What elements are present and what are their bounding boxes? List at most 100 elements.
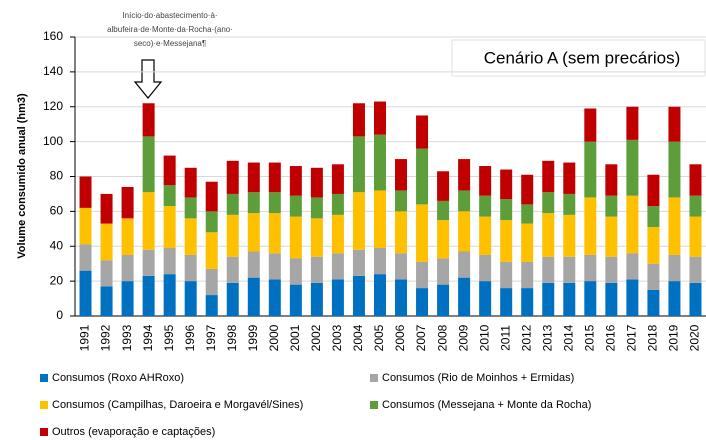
x-tick-label: 2011 bbox=[498, 325, 512, 351]
bar-segment bbox=[205, 268, 218, 296]
bar-segment bbox=[479, 166, 492, 196]
bar-segment bbox=[100, 223, 113, 261]
bar-segment bbox=[479, 254, 492, 282]
bar-segment bbox=[268, 279, 281, 316]
bar-segment bbox=[689, 195, 702, 217]
bar-segment bbox=[458, 251, 471, 278]
bar-segment bbox=[184, 197, 197, 219]
bar-segment bbox=[395, 159, 408, 191]
bar-segment bbox=[373, 190, 386, 248]
x-tick-label: 1996 bbox=[183, 324, 197, 351]
y-tick-label: 80 bbox=[50, 169, 64, 183]
y-tick-label: 0 bbox=[56, 308, 63, 322]
bar-segment bbox=[310, 282, 323, 316]
bar-segment bbox=[121, 254, 134, 282]
bar-segment bbox=[226, 256, 239, 283]
bar-segment bbox=[331, 193, 344, 215]
legend-label: Consumos (Messejana + Monte da Rocha) bbox=[382, 399, 591, 411]
bar-segment bbox=[226, 160, 239, 194]
bar-segment bbox=[310, 218, 323, 257]
bar-segment bbox=[563, 256, 576, 283]
bar-segment bbox=[310, 197, 323, 219]
bar-segment bbox=[689, 256, 702, 283]
bar-segment bbox=[500, 199, 513, 221]
bar-segment bbox=[689, 216, 702, 257]
y-tick-label: 100 bbox=[43, 134, 63, 148]
bar-segment bbox=[268, 253, 281, 280]
bar-segment bbox=[626, 106, 639, 140]
bar-segment bbox=[268, 162, 281, 193]
bar-segment bbox=[521, 261, 534, 289]
bar-segment bbox=[626, 279, 639, 316]
bar-segment bbox=[668, 106, 681, 142]
bar-segment bbox=[500, 169, 513, 200]
legend-swatch bbox=[40, 374, 48, 382]
bar-segment bbox=[247, 213, 260, 252]
bar-segment bbox=[416, 115, 429, 149]
bar-segment bbox=[584, 281, 597, 316]
x-tick-label: 2010 bbox=[477, 324, 491, 351]
bar-segment bbox=[584, 141, 597, 198]
bar-segment bbox=[500, 220, 513, 262]
x-tick-label: 2008 bbox=[435, 324, 449, 351]
bar-segment bbox=[289, 166, 302, 196]
bar-segment bbox=[352, 249, 365, 276]
annotation: seco)·e·Messejana¶ bbox=[134, 39, 206, 48]
x-tick-label: 2013 bbox=[540, 324, 554, 351]
x-tick-label: 2019 bbox=[667, 324, 681, 351]
x-tick-label: 2006 bbox=[393, 324, 407, 351]
annotation: albufeira·de·Monte·da·Rocha·(ano· bbox=[107, 25, 233, 34]
y-tick-label: 160 bbox=[43, 29, 63, 43]
bar-segment bbox=[373, 134, 386, 191]
bar-segment bbox=[395, 190, 408, 212]
bar-segment bbox=[142, 249, 155, 276]
bar-segment bbox=[521, 223, 534, 262]
legend-swatch bbox=[40, 401, 48, 409]
bar-segment bbox=[626, 253, 639, 280]
bar-segment bbox=[584, 108, 597, 142]
bar-segment bbox=[79, 176, 92, 208]
x-tick-label: 2009 bbox=[456, 324, 470, 351]
bar-segment bbox=[331, 214, 344, 254]
bar-segment bbox=[289, 284, 302, 316]
x-tick-label: 2002 bbox=[309, 324, 323, 351]
bar-segment bbox=[352, 192, 365, 250]
legend-label: Consumos (Campilhas, Daroeira e Morgavél… bbox=[52, 399, 303, 411]
bar-segment bbox=[521, 288, 534, 316]
bar-segment bbox=[373, 247, 386, 275]
bar-segment bbox=[142, 275, 155, 316]
x-tick-label: 1999 bbox=[246, 324, 260, 351]
bar-segment bbox=[605, 256, 618, 283]
bar-segment bbox=[163, 206, 176, 248]
bar-segment bbox=[479, 195, 492, 217]
bar-segment bbox=[458, 277, 471, 316]
bar-segment bbox=[689, 164, 702, 196]
bar-segment bbox=[605, 195, 618, 217]
bar-segment bbox=[647, 174, 660, 207]
legend-label: Outros (evaporação e captações) bbox=[52, 426, 215, 438]
bar-segment bbox=[647, 227, 660, 264]
bar-segment bbox=[584, 197, 597, 255]
bar-segment bbox=[668, 141, 681, 198]
bar-segment bbox=[542, 192, 555, 214]
x-tick-label: 1993 bbox=[120, 324, 134, 351]
bar-segment bbox=[184, 254, 197, 282]
legend-swatch bbox=[370, 374, 378, 382]
bar-segment bbox=[437, 220, 450, 259]
chart-title: Cenário A (sem precários) bbox=[484, 48, 681, 67]
bar-segment bbox=[458, 159, 471, 191]
x-tick-label: 2015 bbox=[582, 324, 596, 351]
bar-segment bbox=[373, 274, 386, 316]
bar-segment bbox=[584, 254, 597, 282]
y-tick-label: 60 bbox=[50, 204, 64, 218]
bar-segment bbox=[163, 274, 176, 316]
bar-segment bbox=[542, 160, 555, 193]
bar-segment bbox=[563, 193, 576, 215]
x-tick-label: 2016 bbox=[604, 324, 618, 351]
bar-segment bbox=[205, 295, 218, 316]
bar-segment bbox=[205, 211, 218, 233]
legend-swatch bbox=[40, 428, 48, 436]
x-tick-label: 2020 bbox=[688, 324, 702, 351]
bar-segment bbox=[605, 164, 618, 196]
bar-segment bbox=[647, 289, 660, 316]
